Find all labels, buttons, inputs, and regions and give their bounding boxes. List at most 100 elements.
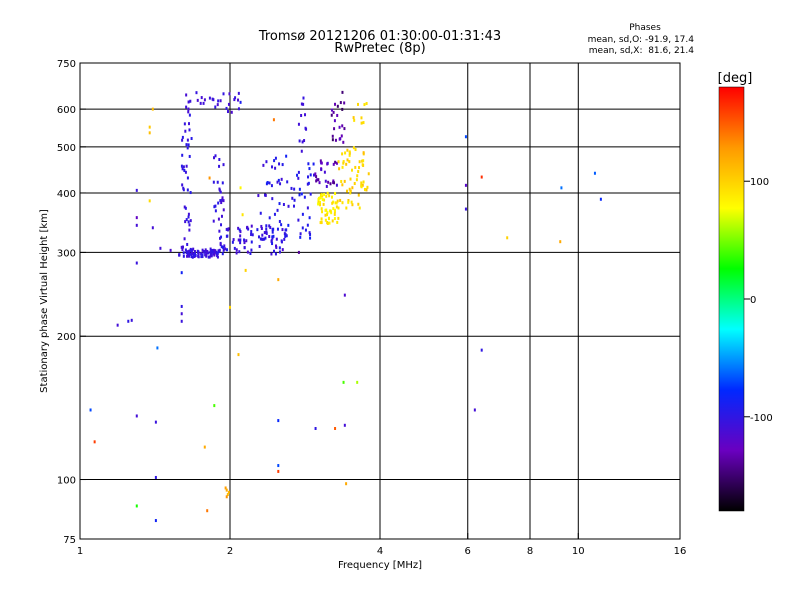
phases-heading: Phases <box>629 23 661 33</box>
data-point <box>280 239 283 243</box>
data-point <box>333 217 336 221</box>
data-point <box>293 198 296 202</box>
data-point <box>185 105 188 109</box>
data-point <box>330 108 333 112</box>
data-point <box>250 230 253 234</box>
data-point <box>308 167 311 171</box>
data-point <box>135 216 138 220</box>
data-point <box>188 113 191 117</box>
data-point <box>280 177 283 181</box>
data-point <box>182 254 185 258</box>
data-point <box>183 237 186 241</box>
data-point <box>178 253 181 257</box>
data-point <box>271 165 274 169</box>
data-point <box>342 380 345 384</box>
data-point <box>193 254 196 258</box>
x-axis-label: Frequency [MHz] <box>338 560 422 571</box>
data-point <box>339 198 342 202</box>
data-point <box>187 143 190 147</box>
data-point <box>352 116 355 120</box>
y-tick-label: 600 <box>57 105 76 116</box>
data-point <box>351 168 354 172</box>
data-point <box>207 251 210 255</box>
data-point <box>247 227 250 231</box>
data-point <box>362 151 365 155</box>
data-point <box>335 205 338 209</box>
data-point <box>334 426 337 430</box>
data-point <box>260 227 263 231</box>
data-point <box>181 167 184 171</box>
data-point <box>306 206 309 210</box>
data-point <box>301 212 304 216</box>
y-tick-label: 75 <box>63 535 76 546</box>
data-point <box>190 255 193 259</box>
data-point <box>265 231 268 235</box>
data-point <box>225 488 228 492</box>
data-point <box>278 202 281 206</box>
data-point <box>250 232 253 236</box>
data-point <box>299 232 302 236</box>
data-point <box>272 118 275 122</box>
data-point <box>243 241 246 245</box>
data-point <box>334 160 337 164</box>
data-point <box>226 493 229 497</box>
colorbar-gradient <box>718 86 745 512</box>
data-point <box>291 196 294 200</box>
data-point <box>265 224 268 228</box>
data-point <box>184 206 187 210</box>
data-point <box>351 186 354 190</box>
data-point <box>187 220 190 224</box>
data-point <box>221 181 224 185</box>
data-point <box>337 160 340 164</box>
data-point <box>233 246 236 250</box>
data-point <box>214 209 217 213</box>
data-point <box>188 254 191 258</box>
data-point <box>326 191 329 195</box>
data-point <box>237 238 240 242</box>
data-point <box>270 184 273 188</box>
data-point <box>189 248 192 252</box>
data-point <box>335 183 338 187</box>
data-point <box>290 186 293 190</box>
data-point <box>206 509 209 513</box>
data-point <box>320 207 323 211</box>
data-point <box>300 114 303 118</box>
data-point <box>182 186 185 190</box>
data-point <box>299 235 302 239</box>
data-point <box>349 177 352 181</box>
data-point <box>334 138 337 142</box>
data-point <box>193 249 196 253</box>
data-point <box>344 151 347 155</box>
data-point <box>201 255 204 259</box>
data-point <box>358 160 361 164</box>
data-point <box>194 253 197 257</box>
data-point <box>154 475 157 479</box>
data-point <box>237 107 240 111</box>
data-point <box>239 186 242 190</box>
data-point <box>180 312 183 316</box>
y-axis-label: Stationary phase Virtual Height [km] <box>39 209 50 393</box>
data-point <box>184 170 187 174</box>
data-point <box>334 201 337 205</box>
data-point <box>231 240 234 244</box>
data-point <box>309 236 312 240</box>
data-point <box>331 201 334 205</box>
data-point <box>213 404 216 408</box>
data-point <box>256 228 259 232</box>
data-point <box>219 190 222 194</box>
data-point <box>328 194 331 198</box>
data-point <box>345 482 348 486</box>
data-point <box>286 180 289 184</box>
data-point <box>218 187 221 191</box>
data-point <box>185 218 188 222</box>
data-point <box>194 252 197 256</box>
data-point <box>186 251 189 255</box>
data-point <box>237 91 240 95</box>
data-point <box>364 188 367 192</box>
data-point <box>346 158 349 162</box>
data-point <box>355 178 358 182</box>
data-point <box>268 216 271 220</box>
data-point <box>238 250 241 254</box>
data-point <box>127 319 130 323</box>
data-point <box>328 221 331 225</box>
